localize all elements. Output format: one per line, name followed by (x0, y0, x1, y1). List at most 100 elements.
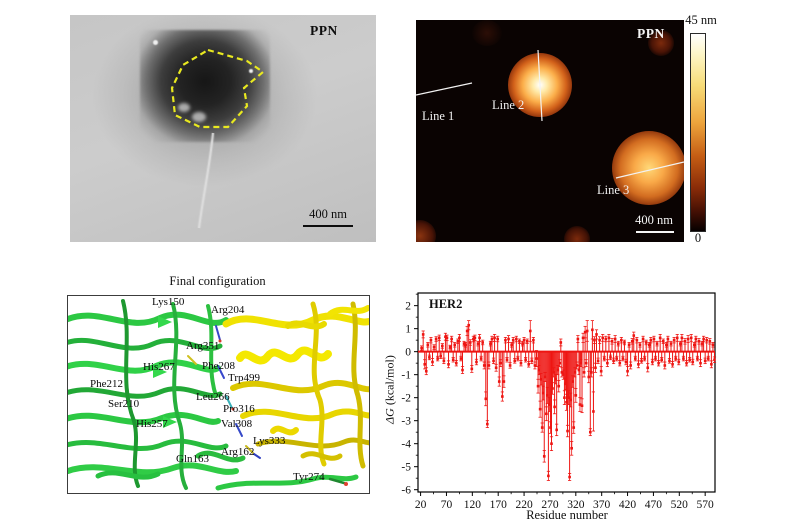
data-marker (706, 357, 710, 360)
data-marker (591, 328, 594, 332)
afm-panel-label: PPN (637, 26, 665, 41)
data-marker (552, 371, 555, 374)
data-marker (470, 367, 474, 371)
data-marker (583, 330, 587, 334)
data-marker (641, 337, 645, 341)
data-marker (652, 337, 656, 341)
data-marker (624, 360, 628, 364)
data-marker (616, 342, 620, 345)
data-marker (713, 358, 716, 362)
data-marker (458, 336, 461, 340)
data-marker (484, 397, 488, 401)
data-marker (562, 373, 565, 376)
data-marker (663, 364, 667, 367)
chart-plot-area: 20 70 120 170 220 270 320 370 420 470 520 570 2 1 0 -1 -… (401, 292, 717, 511)
data-marker (504, 338, 507, 342)
data-marker (508, 364, 512, 367)
tem-panel-label: PPN (310, 23, 338, 38)
tem-scalebar-line (303, 225, 353, 227)
data-marker (666, 337, 670, 341)
data-marker (658, 336, 662, 340)
data-marker (478, 336, 481, 340)
afm-scalebar-label: 400 nm (635, 213, 673, 227)
data-marker (555, 428, 558, 432)
x-tick-label: 20 (415, 499, 427, 511)
y-tick-label: -2 (401, 393, 411, 405)
data-marker (612, 359, 615, 363)
data-marker (634, 357, 637, 360)
data-marker (623, 341, 626, 344)
data-marker (421, 333, 425, 336)
residue-label: Leu266 (196, 391, 230, 403)
data-marker (441, 344, 444, 348)
data-marker (699, 361, 702, 365)
data-marker (518, 340, 521, 343)
data-marker (693, 343, 696, 347)
data-marker (609, 356, 612, 359)
data-marker (702, 337, 705, 341)
data-marker (649, 338, 653, 342)
y-tick-label: -3 (401, 416, 411, 428)
data-marker (476, 342, 480, 345)
data-marker (533, 364, 537, 367)
afm-section-line-3 (615, 161, 684, 179)
data-marker (566, 429, 569, 433)
data-marker (568, 475, 571, 479)
data-marker (618, 361, 622, 365)
afm-line-3-label: Line 3 (597, 183, 630, 197)
data-marker (432, 345, 436, 349)
data-marker (537, 368, 541, 372)
data-marker (541, 391, 545, 395)
data-marker (587, 375, 591, 379)
residue-label: Arg204 (211, 304, 245, 316)
data-marker (560, 371, 564, 374)
data-marker (571, 380, 575, 383)
x-tick-label: 170 (490, 499, 508, 511)
data-marker (607, 336, 611, 340)
data-marker (651, 360, 654, 364)
data-marker (680, 336, 684, 340)
x-tick-label: 470 (645, 499, 663, 511)
data-marker (632, 334, 636, 337)
data-marker (521, 342, 524, 345)
data-marker (511, 338, 515, 342)
data-marker (688, 358, 691, 362)
data-marker (672, 338, 676, 342)
data-marker (589, 430, 592, 434)
data-marker (615, 357, 618, 360)
tem-overlay-graphics (170, 48, 265, 229)
data-marker (677, 360, 681, 364)
data-marker (501, 395, 504, 398)
data-marker (545, 412, 548, 416)
data-marker (505, 358, 509, 362)
data-marker (481, 341, 484, 344)
data-marker (492, 359, 495, 363)
md-panel-title: Final configuration (169, 274, 266, 288)
data-marker (620, 338, 623, 342)
data-marker (554, 377, 557, 381)
data-marker (643, 357, 646, 360)
data-marker (594, 366, 597, 370)
afm-line-1-label: Line 1 (422, 109, 455, 123)
data-marker (532, 338, 535, 342)
data-marker (468, 341, 472, 344)
colorbar-min-label: 0 (694, 231, 702, 245)
tem-blob-highlight (178, 103, 190, 112)
x-tick-label: 120 (464, 499, 482, 511)
data-marker (494, 366, 498, 370)
data-marker (464, 343, 467, 347)
y-tick-label: 2 (405, 301, 411, 313)
data-marker (567, 396, 570, 399)
data-marker (429, 338, 433, 342)
data-marker (473, 336, 477, 340)
data-marker (564, 382, 567, 386)
tem-white-speck (153, 40, 158, 45)
md-configuration-panel: Lys150 Arg204 Arg351 His267 Phe208 Phe21… (67, 295, 370, 494)
data-marker (579, 361, 583, 365)
data-marker (694, 337, 698, 341)
y-tick-label: -4 (401, 439, 411, 451)
data-marker (696, 357, 699, 360)
data-marker (528, 329, 532, 333)
tem-blob-highlight (192, 112, 206, 122)
